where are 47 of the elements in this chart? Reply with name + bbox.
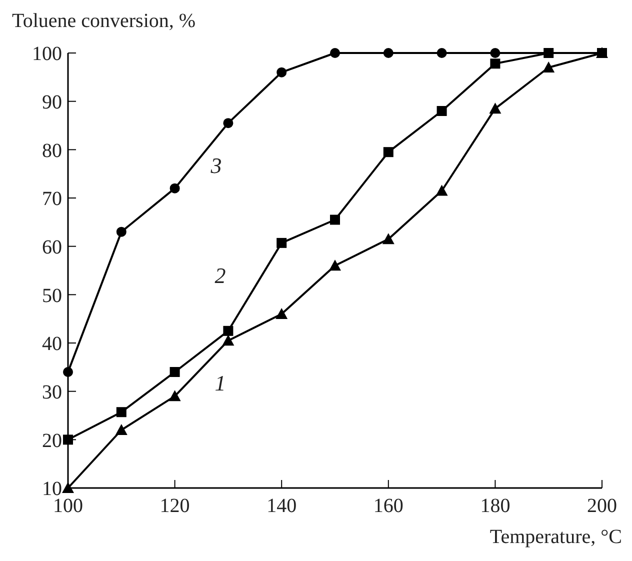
- y-axis-title: Toluene conversion, %: [12, 10, 196, 33]
- series-label: 3: [210, 153, 222, 178]
- point: [276, 67, 287, 78]
- point: [490, 48, 500, 58]
- point: [223, 326, 234, 336]
- point: [436, 184, 448, 196]
- y-tick-label: 50: [42, 284, 62, 307]
- point: [436, 48, 447, 58]
- point: [330, 214, 340, 225]
- point: [276, 308, 288, 319]
- y-tick-label: 20: [42, 430, 62, 452]
- y-tick-label: 60: [42, 236, 62, 258]
- x-tick-label: 200: [587, 495, 617, 518]
- y-tick-label: 30: [42, 381, 62, 404]
- point: [276, 238, 287, 248]
- x-tick-label: 120: [160, 495, 190, 518]
- point: [170, 183, 180, 194]
- x-axis-title: Temperature, °C: [490, 526, 622, 549]
- point: [383, 147, 394, 158]
- point: [116, 407, 126, 418]
- point: [115, 424, 128, 435]
- series-label: 1: [214, 370, 226, 396]
- point: [542, 62, 555, 72]
- series-label: 2: [214, 262, 226, 288]
- point: [383, 48, 394, 58]
- y-tick-label: 40: [42, 333, 62, 356]
- y-tick-label: 80: [42, 140, 62, 162]
- x-tick-label: 160: [373, 495, 404, 518]
- x-tick-label: 180: [480, 495, 510, 518]
- x-tick-label: 140: [266, 495, 297, 518]
- point: [490, 58, 500, 69]
- point: [116, 226, 126, 237]
- point: [223, 118, 234, 128]
- y-tick-label: 90: [42, 91, 62, 114]
- point: [436, 106, 447, 116]
- point: [330, 48, 340, 58]
- point: [170, 367, 180, 377]
- point: [329, 260, 341, 271]
- point: [63, 367, 73, 377]
- y-tick-label: 70: [42, 188, 62, 210]
- point: [63, 434, 73, 445]
- point: [222, 334, 234, 346]
- point: [382, 233, 394, 244]
- y-tick-label: 100: [32, 43, 62, 66]
- point: [489, 102, 502, 114]
- point: [168, 390, 181, 402]
- point: [62, 482, 74, 493]
